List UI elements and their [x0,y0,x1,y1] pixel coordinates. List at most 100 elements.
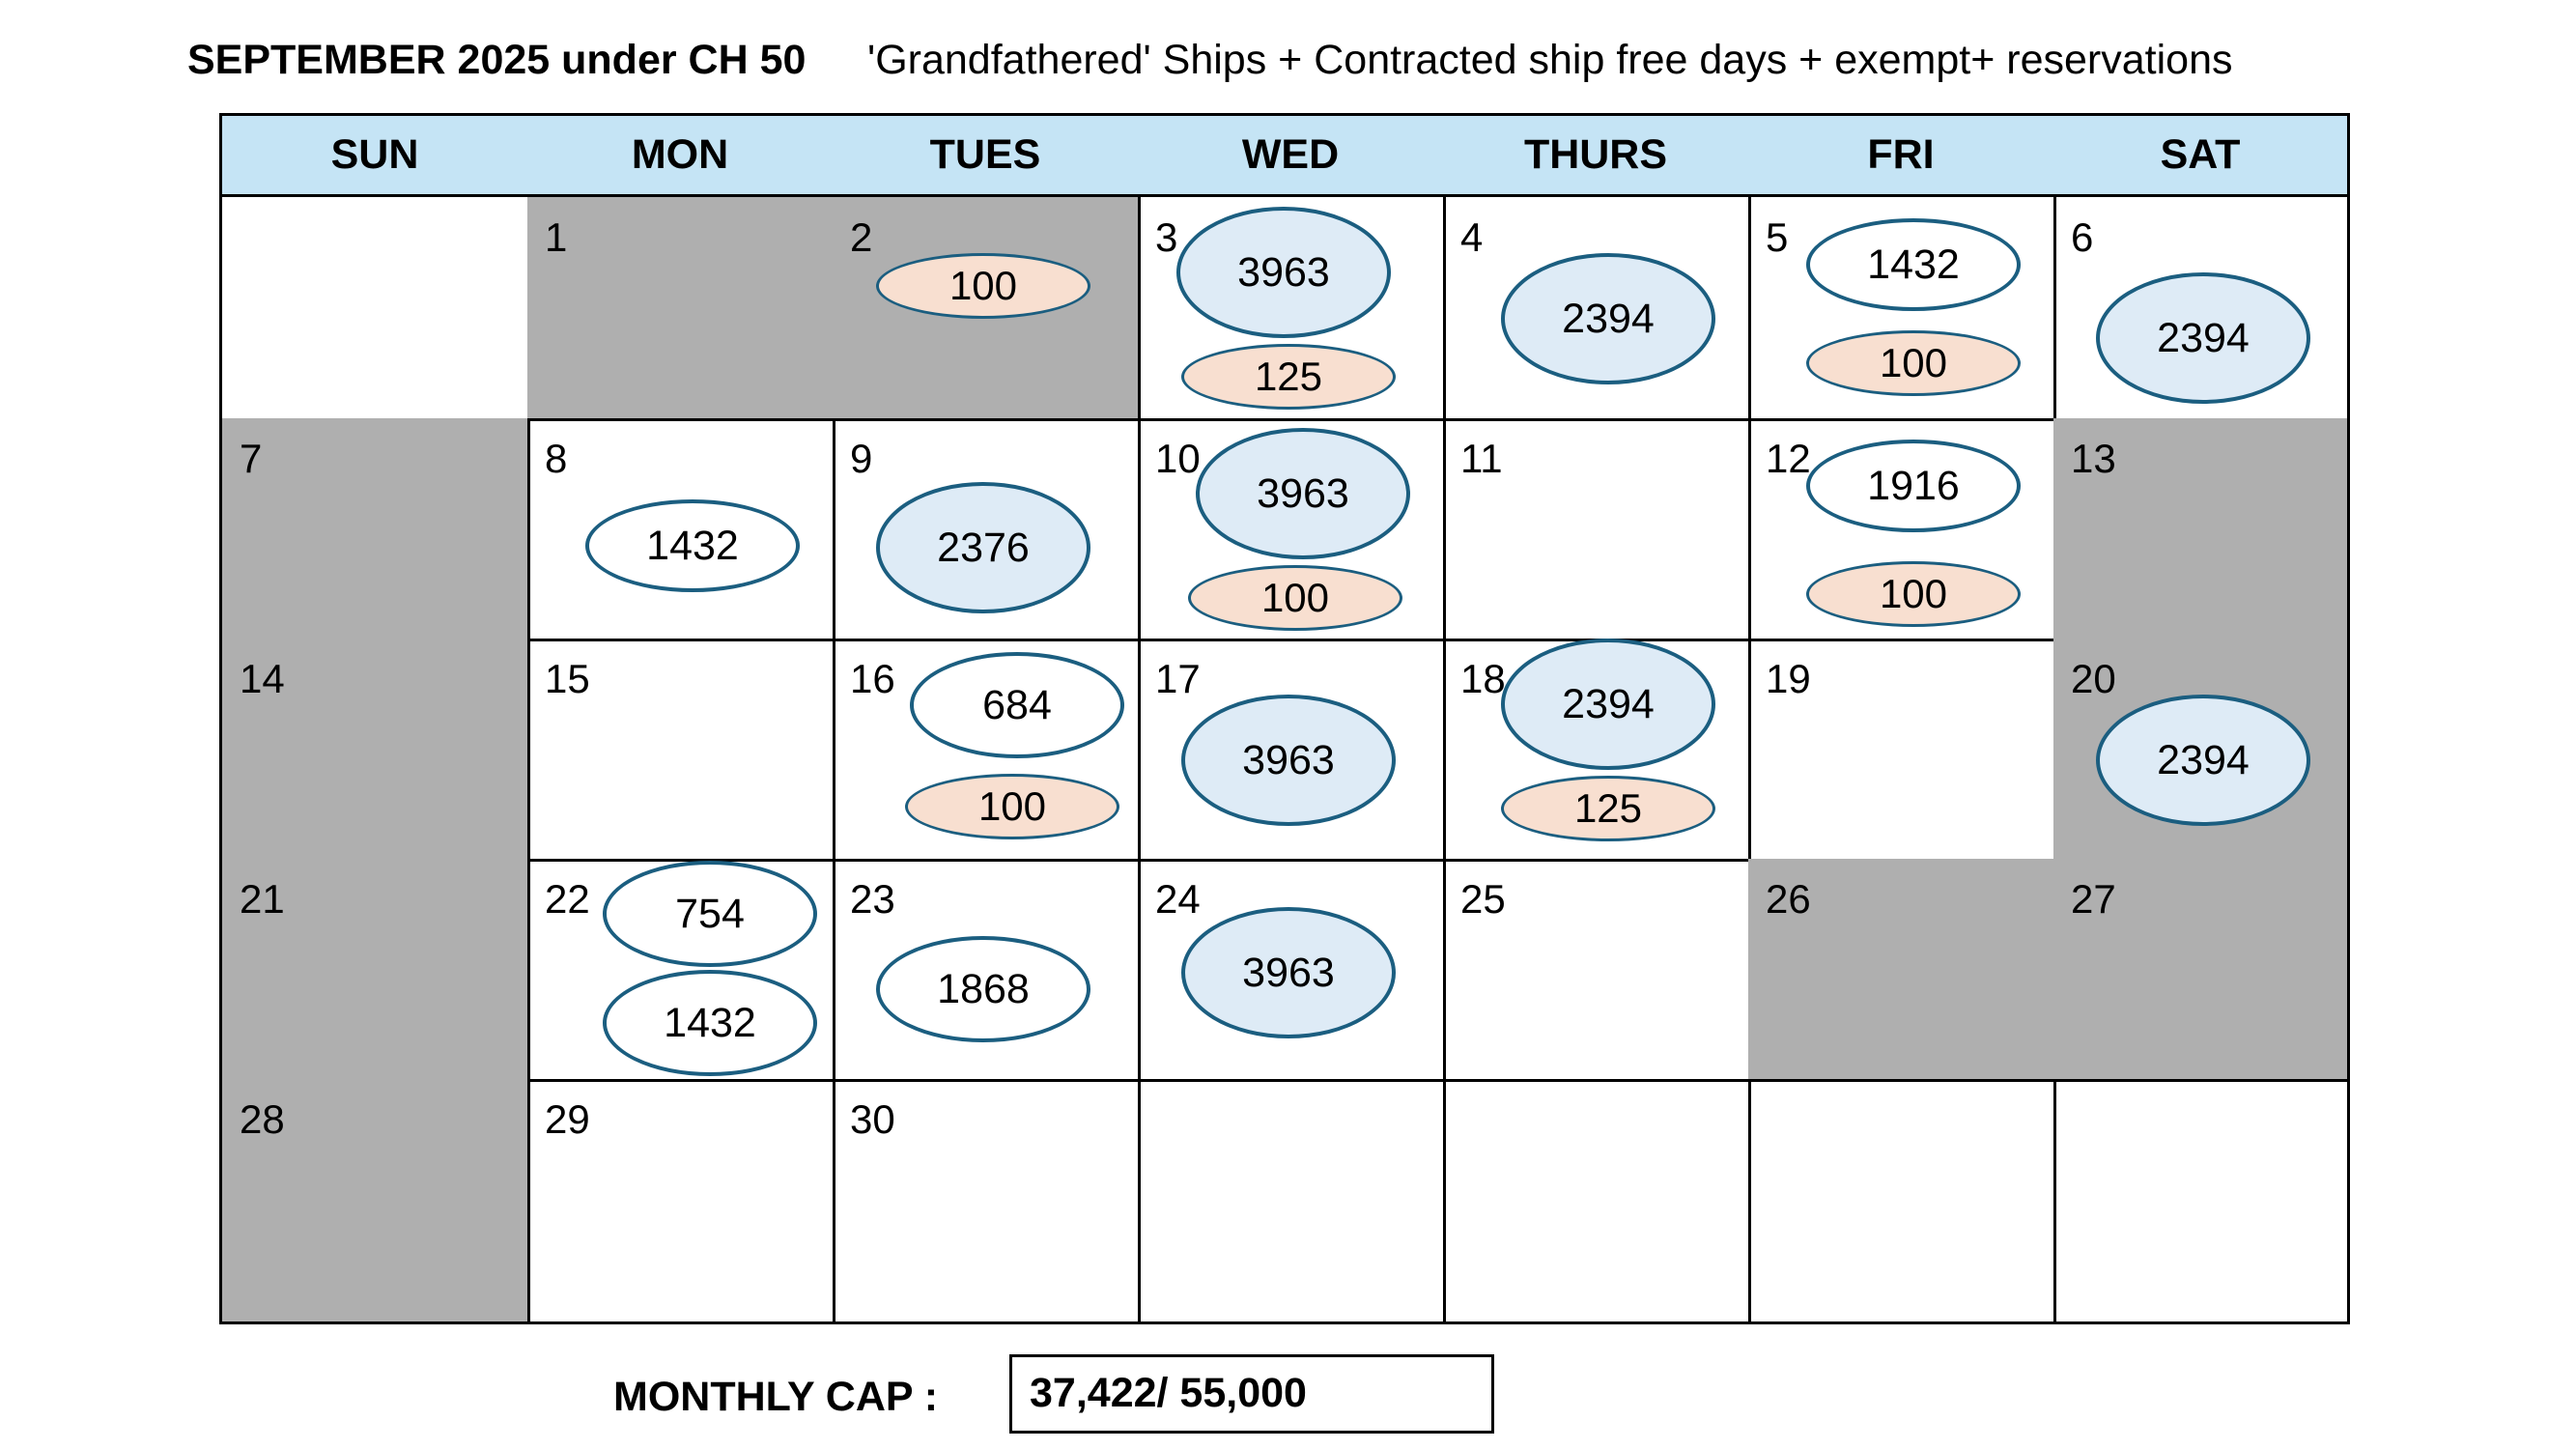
ship-passenger-oval: 3963 [1181,695,1396,826]
day-cell: 10 3963 100 [1138,418,1446,641]
day-number: 25 [1460,876,1506,922]
day-number: 27 [2071,876,2116,922]
day-cell: 11 [1443,418,1751,641]
day-cell: 27 [2053,859,2347,1082]
day-number: 10 [1155,436,1201,481]
day-number: 15 [545,656,590,701]
day-number: 18 [1460,656,1506,701]
day-number: 11 [1460,436,1503,481]
day-number: 2 [850,214,873,260]
ship-passenger-oval: 1432 [585,499,800,592]
ship-passenger-oval: 1916 [1806,440,2021,532]
ship-passenger-oval: 1432 [603,970,817,1076]
day-number: 3 [1155,214,1178,260]
weekday-header-tues: TUES [833,116,1141,197]
day-cell: 6 2394 [2053,197,2347,421]
ship-passenger-oval: 1868 [876,936,1090,1042]
day-cell: 16 684 100 [833,639,1141,862]
reservation-count-oval: 100 [905,774,1119,839]
day-cell: 21 [222,859,530,1082]
day-cell: 3 3963 125 [1138,197,1446,421]
day-number: 14 [240,656,285,701]
day-cell: 28 [222,1079,530,1321]
day-number: 20 [2071,656,2116,701]
day-cell: 15 [527,639,835,862]
day-cell [1443,1079,1751,1321]
day-number: 16 [850,656,895,701]
day-cell: 4 2394 [1443,197,1751,421]
day-cell: 1 [527,197,835,421]
day-number: 23 [850,876,895,922]
monthly-cap-value: 37,422/ 55,000 [1009,1354,1494,1434]
ship-passenger-oval: 3963 [1181,907,1396,1038]
ship-passenger-oval: 2394 [2096,272,2310,404]
day-cell: 2 100 [833,197,1141,421]
day-number: 8 [545,436,568,481]
day-number: 28 [240,1096,285,1142]
day-cell: 20 2394 [2053,639,2347,862]
weekday-header-wed: WED [1138,116,1446,197]
weekday-header-fri: FRI [1748,116,2056,197]
reservation-count-oval: 125 [1181,344,1396,410]
day-cell: 7 [222,418,530,641]
day-cell: 9 2376 [833,418,1141,641]
day-cell: 17 3963 [1138,639,1446,862]
day-cell: 19 [1748,639,2056,862]
ship-passenger-oval: 754 [603,861,817,967]
day-number: 5 [1766,214,1789,260]
ship-passenger-oval: 684 [910,652,1124,758]
ship-passenger-oval: 1432 [1806,218,2021,311]
ship-passenger-oval: 3963 [1196,428,1410,559]
day-cell: 5 1432 100 [1748,197,2056,421]
day-cell: 23 1868 [833,859,1141,1082]
ship-passenger-oval: 2394 [1501,639,1715,770]
day-number: 4 [1460,214,1484,260]
weekday-header-sun: SUN [222,116,530,197]
day-number: 7 [240,436,263,481]
weekday-header-mon: MON [527,116,835,197]
day-cell: 12 1916 100 [1748,418,2056,641]
day-cell: 26 [1748,859,2056,1082]
day-number: 6 [2071,214,2094,260]
month-calendar: SUN MON TUES WED THURS FRI SAT 1 2 100 3 3963 125 4 23… [219,113,2350,1324]
day-number: 9 [850,436,873,481]
day-number: 24 [1155,876,1201,922]
day-cell: 29 [527,1079,835,1321]
day-cell: 30 [833,1079,1141,1321]
ship-passenger-oval: 2394 [1501,253,1715,384]
day-number: 12 [1766,436,1811,481]
day-number: 30 [850,1096,895,1142]
day-number: 21 [240,876,285,922]
day-cell: 25 [1443,859,1751,1082]
day-number: 13 [2071,436,2116,481]
reservation-count-oval: 100 [1806,561,2021,627]
calendar-subtitle: 'Grandfathered' Ships + Contracted ship … [867,37,2233,83]
calendar-title: SEPTEMBER 2025 under CH 50 [187,37,807,83]
day-cell [2053,1079,2347,1321]
monthly-cap-label: MONTHLY CAP : [613,1374,939,1420]
day-number: 19 [1766,656,1811,701]
ship-passenger-oval: 2394 [2096,695,2310,826]
weekday-header-sat: SAT [2053,116,2347,197]
day-cell: 8 1432 [527,418,835,641]
ship-passenger-oval: 2376 [876,482,1090,613]
reservation-count-oval: 100 [876,253,1090,319]
day-cell: 24 3963 [1138,859,1446,1082]
day-number: 29 [545,1096,590,1142]
day-cell: 18 2394 125 [1443,639,1751,862]
day-cell: 13 [2053,418,2347,641]
day-number: 22 [545,876,590,922]
day-cell [1138,1079,1446,1321]
day-cell: 22 754 1432 [527,859,835,1082]
ship-passenger-oval: 3963 [1176,207,1391,338]
day-number: 1 [545,214,568,260]
day-cell [222,197,530,421]
day-cell [1748,1079,2056,1321]
day-number: 26 [1766,876,1811,922]
day-number: 17 [1155,656,1201,701]
reservation-count-oval: 100 [1188,565,1402,631]
reservation-count-oval: 125 [1501,776,1715,841]
weekday-header-thurs: THURS [1443,116,1751,197]
day-cell: 14 [222,639,530,862]
reservation-count-oval: 100 [1806,330,2021,396]
